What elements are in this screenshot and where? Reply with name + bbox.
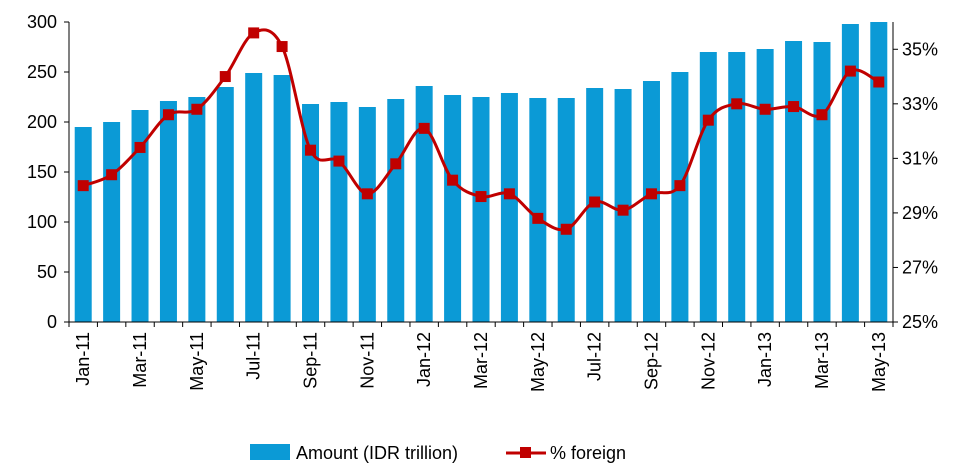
y-right-tick-label: 29%: [902, 203, 938, 223]
marker-Apr-12: [503, 188, 515, 200]
marker-Nov-12: [702, 114, 714, 126]
y-left-tick-label: 250: [27, 62, 57, 82]
x-tick-label: May-11: [187, 332, 207, 391]
marker-Nov-11: [361, 188, 373, 200]
bar-Oct-12: [671, 72, 689, 322]
marker-Oct-12: [674, 180, 686, 192]
marker-Apr-13: [844, 65, 856, 77]
marker-Mar-13: [816, 109, 828, 121]
bar-Jul-11: [245, 73, 263, 322]
bar-Mar-12: [472, 97, 490, 322]
legend: Amount (IDR trillion) % foreign: [250, 443, 626, 463]
line-group: [77, 27, 885, 235]
x-tick-label: Sep-11: [301, 332, 321, 389]
x-tick-label: May-12: [528, 332, 548, 392]
marker-Aug-11: [276, 41, 288, 53]
marker-Feb-11: [106, 169, 118, 181]
legend-label-amount: Amount (IDR trillion): [296, 443, 458, 463]
marker-Mar-12: [475, 191, 487, 203]
x-tick-label: Nov-12: [698, 332, 718, 390]
bar-Oct-11: [330, 102, 348, 322]
y-left-tick-label: 50: [37, 262, 57, 282]
bar-Jun-11: [216, 87, 234, 322]
y-right-tick-label: 25%: [902, 312, 938, 332]
marker-Jan-12: [418, 122, 430, 134]
bar-Jan-13: [756, 49, 774, 322]
x-tick-label: Mar-13: [812, 332, 832, 389]
marker-Sep-11: [305, 144, 317, 156]
y-right-tick-label: 35%: [902, 39, 938, 59]
bar-Dec-12: [728, 52, 746, 322]
bar-Nov-11: [358, 107, 376, 322]
bar-Jan-12: [415, 86, 433, 322]
y-left-tick-label: 0: [47, 312, 57, 332]
legend-label-foreign: % foreign: [550, 443, 626, 463]
y-right-tick-label: 27%: [902, 257, 938, 277]
bar-Mar-11: [131, 110, 149, 322]
bar-Jun-12: [557, 98, 575, 322]
legend-swatch-amount: [250, 444, 290, 460]
marker-Jun-11: [219, 71, 231, 83]
marker-Apr-11: [162, 109, 174, 121]
bar-Feb-13: [785, 41, 803, 322]
marker-Dec-11: [390, 158, 402, 170]
marker-Aug-12: [617, 204, 629, 216]
bar-Apr-13: [841, 24, 859, 322]
marker-Jan-13: [759, 103, 771, 115]
marker-Dec-12: [731, 98, 743, 110]
x-tick-label: Jan-11: [73, 332, 93, 386]
x-tick-label: Mar-11: [130, 332, 150, 388]
x-tick-label: Jul-11: [244, 332, 264, 380]
bar-Apr-11: [159, 101, 177, 322]
x-tick-label: Jan-12: [414, 332, 434, 387]
bar-Feb-12: [444, 95, 462, 322]
marker-Jul-11: [248, 27, 260, 39]
bar-Nov-12: [699, 52, 717, 322]
y-left-tick-label: 300: [27, 12, 57, 32]
x-tick-label: Mar-12: [471, 332, 491, 389]
axes-group: 0 50 100 150 200 250 300 25% 27% 29% 31% 33% 35% Jan-…: [27, 12, 938, 392]
y-right-tick-label: 31%: [902, 148, 938, 168]
marker-Sep-12: [645, 188, 657, 200]
x-tick-label: Nov-11: [357, 332, 377, 389]
bar-Aug-11: [273, 75, 291, 322]
marker-Mar-11: [134, 141, 146, 153]
x-tick-label: Jan-13: [755, 332, 775, 387]
y-left-tick-label: 200: [27, 112, 57, 132]
y-right-tick-label: 33%: [902, 94, 938, 114]
bar-Jan-11: [74, 127, 92, 322]
marker-Jul-12: [589, 196, 601, 208]
bars-group: [74, 22, 888, 322]
marker-Feb-12: [447, 174, 459, 186]
marker-May-13: [873, 76, 885, 88]
bar-Dec-11: [387, 99, 405, 322]
x-tick-label: Jul-12: [585, 332, 605, 381]
bar-May-11: [188, 97, 206, 322]
marker-May-11: [191, 103, 203, 115]
bar-Feb-11: [103, 122, 121, 322]
bar-May-13: [870, 22, 888, 322]
y-left-tick-label: 100: [27, 212, 57, 232]
marker-Jun-12: [560, 223, 572, 235]
marker-May-12: [532, 212, 544, 224]
x-tick-label: Sep-12: [641, 332, 661, 390]
marker-Jan-11: [77, 180, 89, 192]
legend-marker-foreign: [520, 447, 531, 458]
x-tick-label: May-13: [869, 332, 889, 392]
bar-May-12: [529, 98, 547, 322]
y-left-tick-label: 150: [27, 162, 57, 182]
bar-Sep-12: [642, 81, 660, 322]
bar-Apr-12: [500, 93, 518, 322]
marker-Oct-11: [333, 155, 345, 167]
marker-Feb-13: [788, 101, 800, 113]
bar-Mar-13: [813, 42, 831, 322]
